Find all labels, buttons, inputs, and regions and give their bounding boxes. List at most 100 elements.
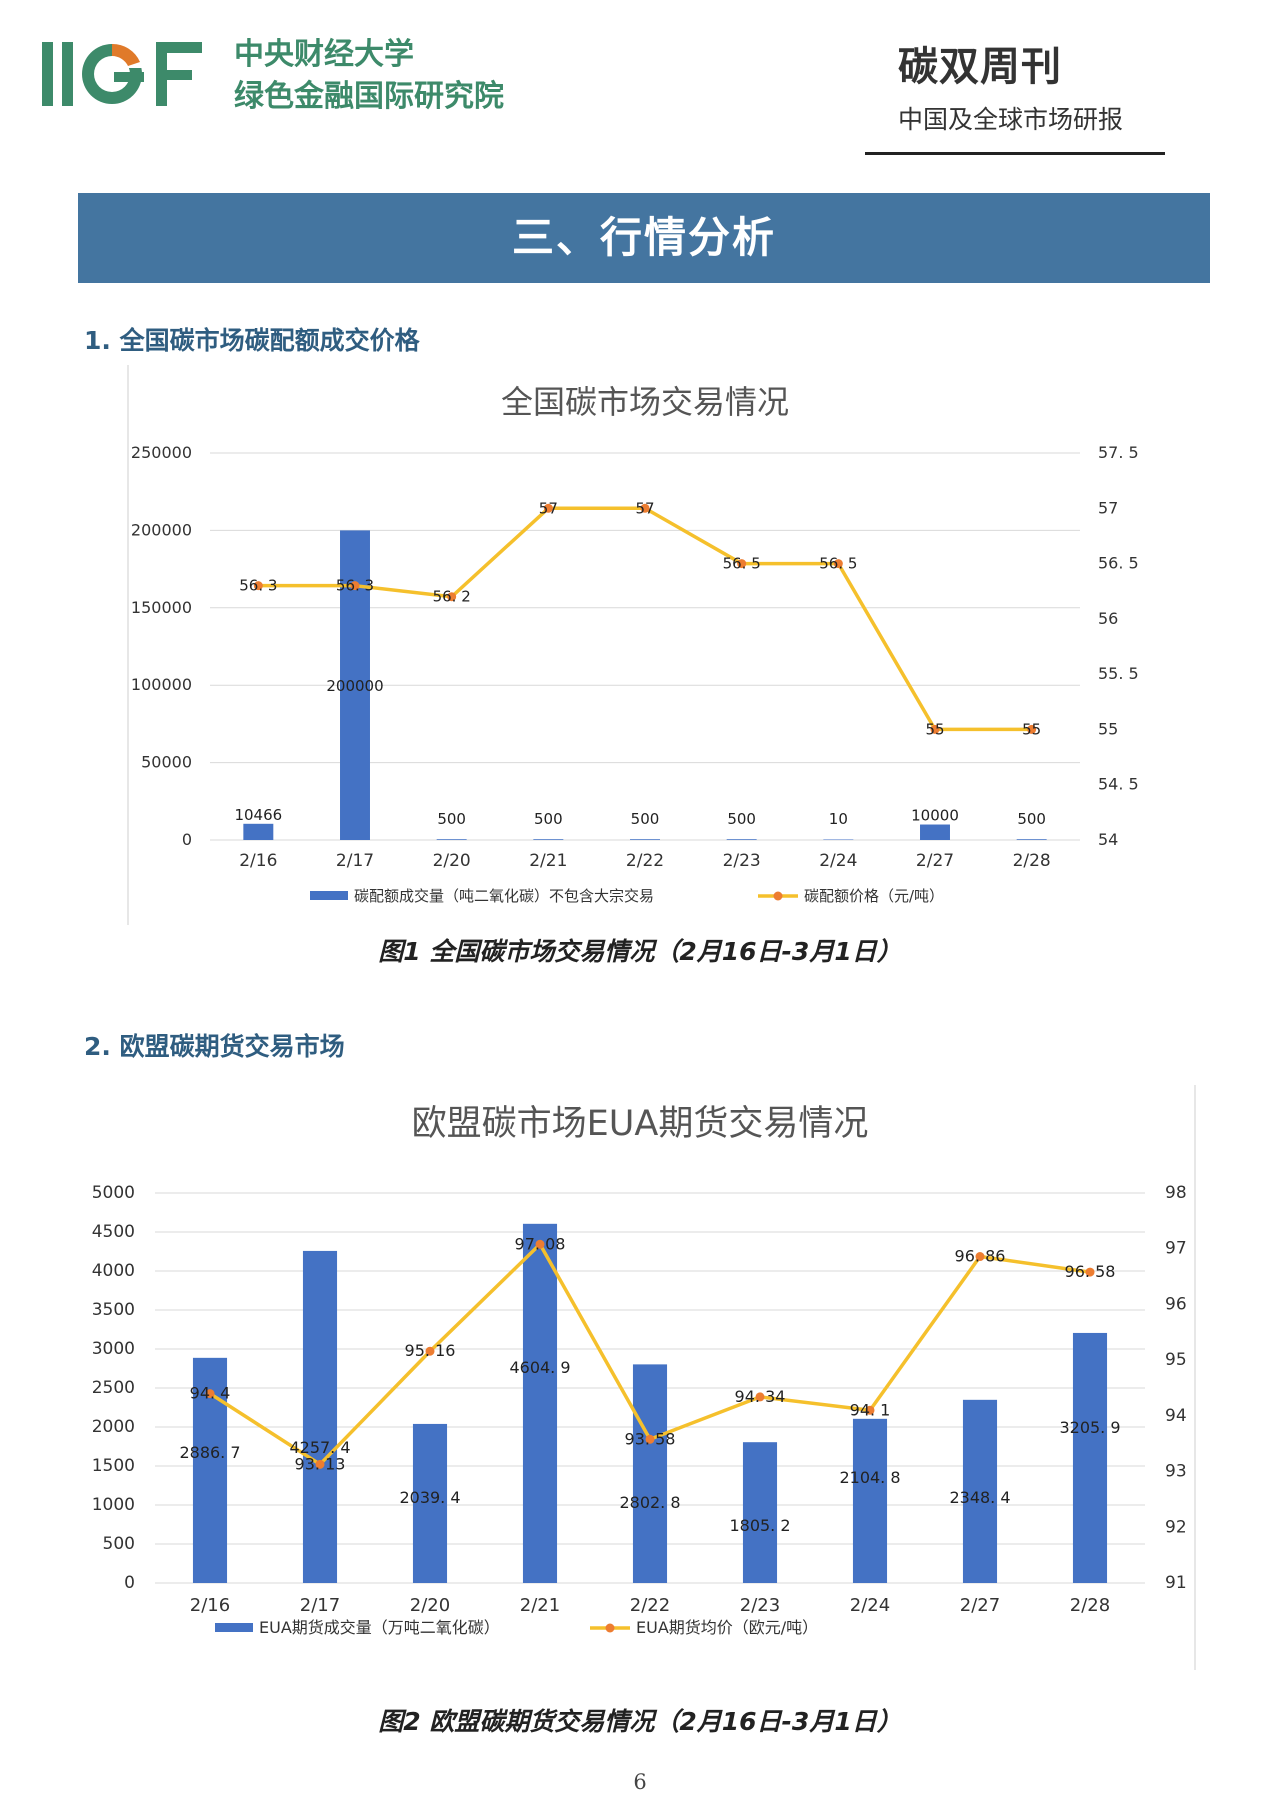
category-label: 2/20 — [410, 1595, 450, 1616]
legend-line-label: EUA期货均价（欧元/吨） — [636, 1618, 818, 1637]
right-axis-tick-label: 55 — [1098, 719, 1118, 738]
right-axis-tick-label: 97 — [1165, 1239, 1187, 1259]
right-axis-tick-label: 91 — [1165, 1573, 1187, 1593]
bar — [412, 1423, 448, 1583]
line-point — [350, 581, 360, 591]
line-point — [447, 592, 457, 602]
category-label: 2/17 — [300, 1595, 340, 1616]
legend-bar-swatch — [215, 1623, 253, 1632]
bar-value-label: 2104. 8 — [839, 1468, 900, 1487]
line-value-label: 93. 58 — [625, 1429, 676, 1448]
left-axis-tick-label: 3500 — [92, 1300, 135, 1320]
left-axis-tick-label: 200000 — [131, 520, 192, 539]
line-value-label: 56. 3 — [336, 577, 374, 595]
category-label: 2/16 — [239, 851, 277, 871]
line-value-label: 56. 3 — [239, 577, 277, 595]
left-axis-tick-label: 4000 — [92, 1261, 135, 1281]
bar-value-label: 500 — [437, 810, 466, 828]
category-label: 2/17 — [336, 851, 374, 871]
bar — [302, 1250, 338, 1583]
left-axis-tick-label: 4500 — [92, 1222, 135, 1242]
publication-subtitle: 中国及全球市场研报 — [898, 105, 1124, 134]
left-axis-tick-label: 3000 — [92, 1339, 135, 1359]
bar — [436, 839, 467, 840]
bar — [632, 1364, 668, 1583]
left-axis-tick-label: 2500 — [92, 1378, 135, 1398]
line-value-label: 95. 16 — [405, 1341, 456, 1360]
bar — [920, 824, 950, 840]
line-point — [253, 581, 263, 591]
bar-value-label: 200000 — [326, 677, 383, 695]
category-label: 2/23 — [740, 1595, 780, 1616]
line-value-label: 57 — [539, 499, 558, 517]
bar-value-label: 2348. 4 — [949, 1488, 1010, 1507]
line-value-label: 94. 1 — [850, 1400, 891, 1419]
line-value-label: 93. 13 — [295, 1454, 346, 1473]
line-point — [645, 1434, 655, 1444]
left-axis-tick-label: 500 — [103, 1534, 135, 1554]
section-banner: 三、行情分析 — [78, 193, 1210, 283]
bar-value-label: 2039. 4 — [399, 1488, 460, 1507]
line-value-label: 94. 4 — [190, 1384, 231, 1403]
bar-value-label: 500 — [1017, 810, 1046, 828]
line-point — [865, 1405, 875, 1415]
line-point — [205, 1389, 215, 1399]
chart-title: 全国碳市场交易情况 — [501, 383, 789, 421]
bar — [852, 1418, 888, 1583]
bar-value-label: 1805. 2 — [729, 1516, 790, 1535]
page-header: 中央财经大学 绿色金融国际研究院 碳双周刊 中国及全球市场研报 — [0, 0, 1280, 170]
line-point — [833, 559, 843, 569]
category-label: 2/16 — [190, 1595, 230, 1616]
bar — [522, 1223, 558, 1583]
legend-bar-swatch — [310, 891, 348, 900]
left-axis-tick-label: 0 — [124, 1573, 135, 1593]
bar-value-label: 10466 — [234, 806, 282, 824]
bar — [630, 839, 660, 840]
right-axis-tick-label: 94 — [1165, 1406, 1187, 1426]
left-axis-tick-label: 1500 — [92, 1456, 135, 1476]
left-axis-tick-label: 0 — [182, 830, 192, 849]
line-point — [543, 503, 553, 513]
left-axis-tick-label: 5000 — [92, 1183, 135, 1203]
org-name-line1: 中央财经大学 — [234, 37, 414, 72]
right-axis-tick-label: 57. 5 — [1098, 443, 1139, 462]
line-value-label: 56. 5 — [819, 555, 857, 573]
price-line — [258, 506, 1032, 732]
right-axis-tick-label: 92 — [1165, 1517, 1187, 1537]
category-label: 2/27 — [916, 851, 954, 871]
right-axis-tick-label: 54 — [1098, 830, 1118, 849]
bar — [726, 839, 757, 840]
bar — [533, 839, 564, 840]
line-point — [425, 1346, 435, 1356]
line-value-label: 96. 86 — [955, 1247, 1006, 1266]
right-axis-tick-label: 57 — [1098, 498, 1118, 517]
bar — [962, 1399, 998, 1583]
category-label: 2/21 — [520, 1595, 560, 1616]
line-point — [1027, 724, 1037, 734]
line-value-label: 56. 2 — [433, 588, 471, 606]
left-axis-tick-label: 250000 — [131, 443, 192, 462]
chart-title: 欧盟碳市场EUA期货交易情况 — [412, 1104, 869, 1144]
line-point — [1085, 1267, 1095, 1277]
bar-value-label: 500 — [534, 810, 563, 828]
bar — [243, 823, 274, 840]
publication-title: 碳双周刊 — [898, 44, 1062, 90]
eu-eua-futures-chart: 欧盟碳市场EUA期货交易情况 0 500 1000 1500 2000 2500 3000 35… — [92, 1085, 1196, 1670]
left-axis-tick-label: 150000 — [131, 598, 192, 617]
bar-value-label: 500 — [727, 810, 756, 828]
left-axis-tick-label: 50000 — [141, 753, 192, 772]
category-label: 2/20 — [433, 851, 471, 871]
line-point — [755, 1392, 765, 1402]
line-point — [930, 724, 940, 734]
legend-line-marker — [605, 1623, 615, 1633]
page-number: 6 — [633, 1770, 647, 1794]
bar-value-label: 4604. 9 — [509, 1358, 570, 1377]
category-label: 2/21 — [529, 851, 567, 871]
legend-bar-label: 碳配额成交量（吨二氧化碳）不包含大宗交易 — [354, 887, 654, 905]
bar-value-label: 2802. 8 — [619, 1493, 680, 1512]
left-axis-tick-label: 2000 — [92, 1417, 135, 1437]
iigf-logo — [42, 38, 202, 106]
bar-value-label: 3205. 9 — [1059, 1418, 1120, 1437]
left-axis-tick-label: 100000 — [131, 675, 192, 694]
national-carbon-chart: 全国碳市场交易情况 0 50000 100000 150000 200000 250000 5… — [127, 365, 1139, 925]
